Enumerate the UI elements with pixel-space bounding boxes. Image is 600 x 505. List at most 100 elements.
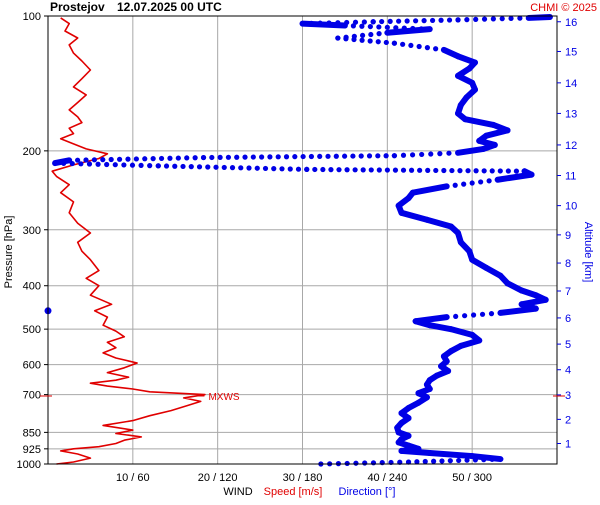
pressure-tick-label: 300 [23, 225, 41, 237]
direction-segment [494, 171, 535, 183]
direction-point [414, 459, 420, 465]
direction-point [66, 157, 72, 163]
direction-point [452, 182, 458, 188]
direction-point [437, 151, 443, 157]
direction-point [375, 153, 381, 159]
direction-point [431, 458, 437, 464]
direction-point [469, 180, 475, 186]
direction-point [409, 152, 416, 158]
direction-point [383, 39, 389, 46]
direction-point [473, 16, 479, 22]
direction-point [456, 457, 462, 464]
direction-point [362, 460, 368, 466]
direction-point [400, 167, 407, 173]
sounding-datetime: 12.07.2025 00 UTC [117, 0, 222, 14]
direction-axis-title: Direction [°] [339, 486, 396, 498]
altitude-tick-label: 3 [565, 390, 571, 402]
direction-point [317, 153, 323, 160]
direction-point [462, 313, 468, 319]
speed-profile-line [51, 17, 206, 465]
direction-point [366, 153, 373, 159]
direction-point [308, 153, 315, 160]
direction-point [413, 18, 419, 24]
plot-frame [47, 15, 558, 465]
direction-point [422, 458, 428, 465]
direction-segment [455, 53, 478, 66]
direction-point [344, 460, 350, 467]
direction-point [405, 459, 412, 465]
mxws-annotation: MXWS [208, 392, 239, 403]
direction-point [343, 34, 349, 40]
direction-point [486, 178, 492, 184]
direction-point [200, 154, 207, 161]
direction-point [441, 167, 447, 174]
wind-tick-label: 50 / 300 [452, 472, 492, 484]
direction-point [444, 183, 450, 189]
direction-point [352, 19, 359, 25]
direction-point [104, 161, 110, 168]
direction-point [300, 153, 306, 160]
direction-point [158, 155, 165, 162]
direction-point [138, 162, 144, 168]
direction-point [478, 179, 484, 185]
direction-point [464, 17, 470, 23]
direction-point [344, 167, 350, 173]
direction-point [129, 162, 136, 168]
direction-segment [423, 216, 454, 230]
pressure-tick-label: 925 [23, 444, 41, 456]
direction-point [326, 20, 332, 26]
pressure-tick-label: 500 [23, 324, 41, 336]
direction-point [455, 17, 461, 23]
direction-segment [412, 314, 450, 325]
direction-point [416, 43, 422, 50]
direction-point [91, 157, 97, 163]
direction-point [336, 167, 342, 173]
direction-point [175, 155, 181, 161]
direction-point [368, 167, 374, 173]
direction-point [121, 162, 127, 168]
direction-point [419, 151, 425, 158]
station-name: Prostejov [50, 0, 105, 14]
direction-point [147, 163, 153, 169]
direction-point [428, 151, 434, 157]
direction-point [221, 164, 227, 171]
direction-point [292, 154, 298, 160]
direction-segment [462, 116, 497, 128]
direction-point [188, 164, 194, 170]
direction-point [335, 35, 341, 41]
direction-point [192, 155, 198, 161]
credit-label: CHMI © 2025 [530, 2, 597, 14]
direction-segment [426, 322, 454, 333]
direction-point [424, 45, 430, 51]
direction-point [453, 313, 459, 320]
direction-point [358, 153, 364, 159]
direction-point [209, 154, 215, 161]
pressure-tick-label: 600 [23, 360, 41, 372]
direction-point [441, 47, 447, 53]
direction-point [479, 311, 486, 317]
direction-segment [398, 209, 430, 223]
direction-point [370, 460, 377, 466]
direction-point [351, 33, 357, 39]
direction-point [142, 156, 148, 162]
direction-point [112, 162, 118, 168]
direction-point [359, 23, 365, 29]
direction-point [184, 155, 190, 161]
direction-point [457, 168, 463, 174]
pressure-tick-label: 100 [23, 11, 41, 23]
direction-point [353, 460, 359, 466]
direction-point [446, 17, 453, 23]
direction-point [368, 31, 374, 38]
pressure-tick-label: 850 [23, 427, 41, 439]
direction-point [78, 161, 84, 167]
direction-profile [52, 13, 553, 467]
grid-layer [48, 16, 557, 464]
direction-point [521, 168, 528, 174]
direction-point [400, 41, 406, 47]
altitude-tick-label: 9 [565, 230, 571, 242]
direction-point [449, 167, 455, 174]
direction-point [125, 156, 131, 162]
direction-point [392, 167, 399, 173]
direction-point [370, 19, 376, 25]
altitude-tick-label: 1 [565, 439, 571, 451]
